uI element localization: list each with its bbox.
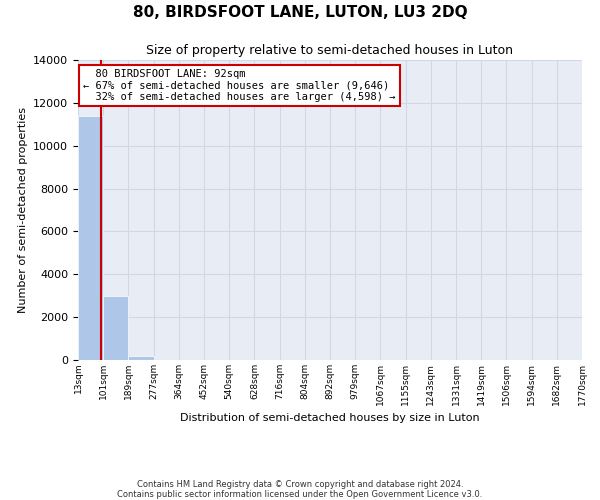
Text: 80, BIRDSFOOT LANE, LUTON, LU3 2DQ: 80, BIRDSFOOT LANE, LUTON, LU3 2DQ [133, 5, 467, 20]
Bar [78, 116, 103, 360]
X-axis label: Distribution of semi-detached houses by size in Luton: Distribution of semi-detached houses by … [180, 413, 480, 423]
Text: Contains HM Land Registry data © Crown copyright and database right 2024.
Contai: Contains HM Land Registry data © Crown c… [118, 480, 482, 499]
Title: Size of property relative to semi-detached houses in Luton: Size of property relative to semi-detach… [146, 44, 514, 58]
Bar [128, 356, 154, 360]
Text: 80 BIRDSFOOT LANE: 92sqm
← 67% of semi-detached houses are smaller (9,646)
  32%: 80 BIRDSFOOT LANE: 92sqm ← 67% of semi-d… [83, 69, 395, 102]
Bar [103, 296, 128, 360]
Y-axis label: Number of semi-detached properties: Number of semi-detached properties [17, 107, 28, 313]
